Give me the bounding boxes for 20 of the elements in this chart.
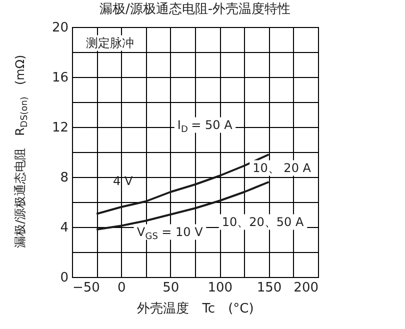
y-tick-label: 8 [60, 170, 68, 186]
y-tick-label: 12 [52, 120, 68, 136]
x-tick-label: 150 [256, 280, 282, 296]
y-tick-label: 16 [52, 70, 68, 86]
annotation: 4 V [113, 174, 134, 188]
text: 漏极/源极通态电阻 RDS(on) (mΩ) [13, 54, 30, 248]
x-axis-title: 外壳温度 Tc (°C) [137, 300, 254, 316]
x-tick-label: −50 [72, 280, 100, 296]
x-tick-label: 200 [294, 280, 318, 296]
annotation: 10、 20 A [252, 161, 312, 175]
y-tick-label: 4 [60, 220, 68, 236]
x-tick-label: 100 [208, 280, 233, 296]
annotation: 10、20、50 A [222, 215, 304, 229]
line-series [96, 154, 270, 215]
x-tick-label: 50 [162, 280, 180, 296]
x-tick-label: 0 [118, 280, 126, 296]
y-tick-label: 20 [52, 20, 68, 36]
chart-title: 漏极/源极通态电阻-外壳温度特性 [99, 1, 291, 17]
y-tick-label: 0 [60, 270, 68, 286]
annotation: 测定脉冲 [86, 36, 134, 50]
